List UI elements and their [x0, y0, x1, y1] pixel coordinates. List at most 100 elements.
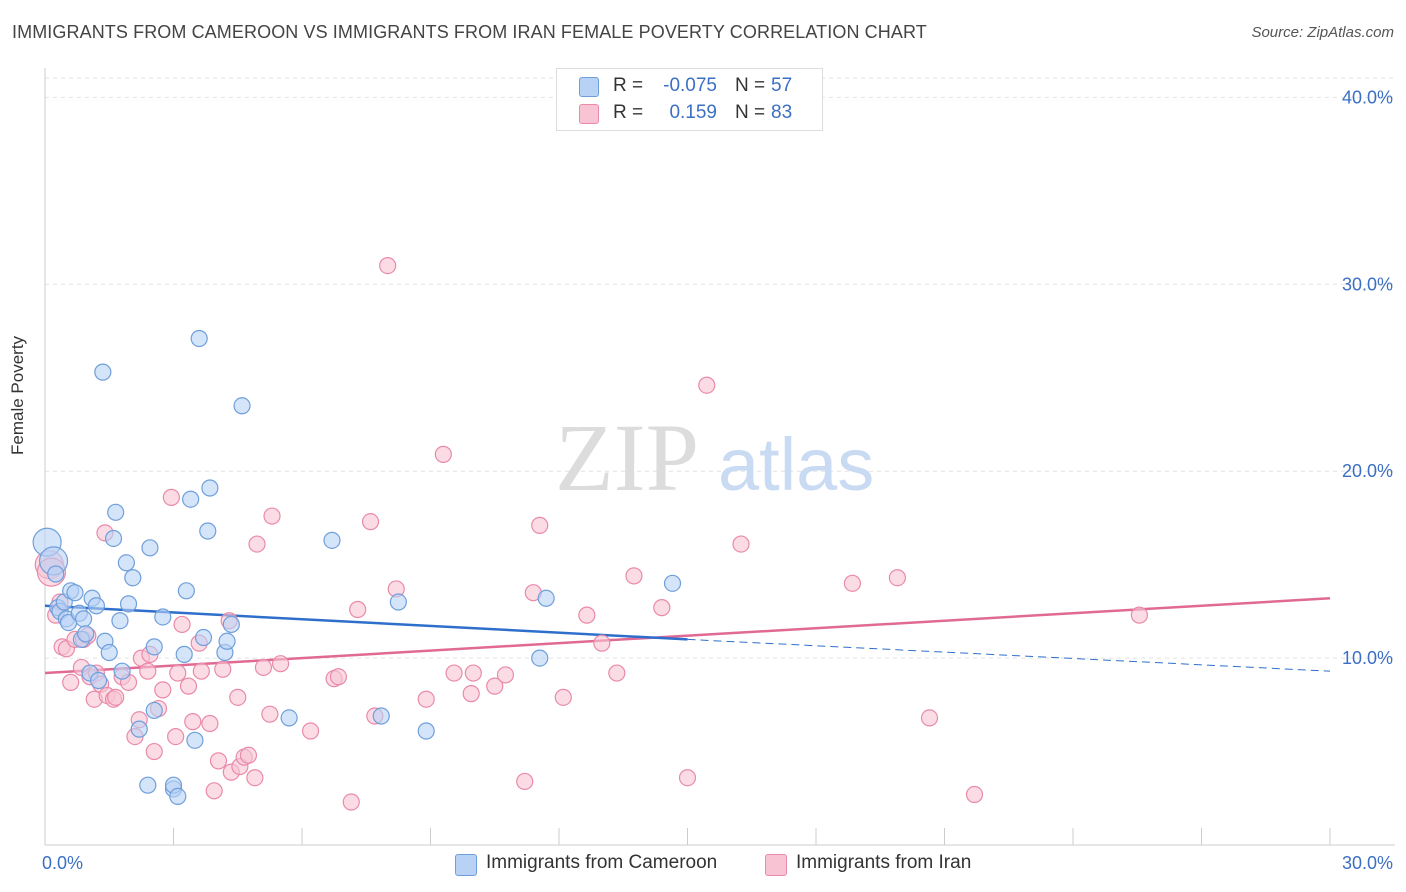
y-tick-label: 40.0%: [1342, 87, 1393, 107]
stats-box: R = -0.075 N = 57 R = 0.159 N = 83: [556, 68, 823, 131]
cameroon-point: [194, 628, 213, 647]
legend-swatch-iran: [765, 854, 787, 876]
y-tick-label: 10.0%: [1342, 648, 1393, 668]
iran-point: [417, 690, 435, 708]
iran-point: [554, 688, 572, 706]
iran-point: [434, 445, 452, 463]
r-label: R =: [613, 102, 644, 123]
iran-point: [486, 677, 504, 695]
iran-point: [625, 567, 643, 585]
cameroon-point: [87, 597, 106, 615]
cameroon-point: [199, 522, 217, 540]
iran-point: [205, 782, 223, 800]
cameroon-point: [169, 787, 187, 806]
cameroon-point: [145, 701, 163, 720]
iran-point: [173, 615, 191, 634]
iran-point: [920, 709, 939, 727]
cameroon-point: [130, 720, 148, 738]
cameroon-point: [177, 582, 195, 600]
cameroon-point: [186, 731, 204, 749]
iran-point: [145, 742, 163, 761]
cameroon-point: [111, 612, 129, 630]
cameroon-point: [531, 649, 549, 667]
iran-point: [698, 376, 716, 394]
iran-point: [516, 772, 534, 791]
cameroon-point: [94, 363, 112, 381]
iran-r-value: 0.159: [669, 102, 717, 123]
cameroon-point: [104, 529, 123, 548]
legend-label-iran: Immigrants from Iran: [796, 852, 972, 873]
iran-point: [107, 688, 125, 706]
iran-point: [139, 662, 157, 680]
cameroon-point: [124, 569, 142, 587]
iran-point: [229, 688, 247, 706]
cameroon-n-value: 57: [771, 75, 793, 96]
cameroon-point: [537, 589, 555, 607]
iran-point: [263, 507, 281, 525]
cameroon-r-value: -0.075: [663, 75, 717, 96]
chart-title: IMMIGRANTS FROM CAMEROON VS IMMIGRANTS F…: [12, 22, 927, 42]
iran-point: [888, 569, 906, 587]
watermark: ZIP atlas: [555, 404, 874, 511]
cameroon-point: [66, 584, 84, 602]
cameroon-point: [107, 503, 125, 521]
cameroon-point: [113, 662, 131, 680]
iran-point: [1130, 606, 1148, 624]
iran-point: [214, 660, 232, 678]
tick-labels: 10.0% 20.0% 30.0% 40.0% 0.0% 30.0%: [42, 87, 1393, 873]
stats-row-cameroon: R = -0.075 N = 57: [557, 73, 822, 99]
cameroon-point: [417, 722, 435, 740]
iran-point: [246, 769, 264, 787]
watermark-atlas: atlas: [718, 423, 874, 506]
cameroon-point: [77, 625, 95, 643]
cameroon-swatch: [579, 77, 599, 97]
iran-n-value: 83: [771, 102, 793, 123]
iran-point: [179, 677, 198, 695]
iran-point: [531, 516, 549, 534]
iran-point: [254, 658, 273, 677]
cameroon-point: [154, 608, 172, 626]
iran-point: [464, 664, 482, 682]
cameroon-trend-extension: [687, 638, 1331, 672]
legend-label-cameroon: Immigrants from Cameroon: [486, 852, 718, 873]
iran-point: [361, 513, 380, 531]
n-label: N =: [735, 102, 766, 123]
iran-point: [462, 685, 480, 703]
cameroon-point: [74, 610, 93, 628]
iran-point: [342, 793, 360, 811]
iran-swatch: [579, 104, 599, 124]
iran-point: [192, 662, 210, 680]
cameroon-point: [117, 554, 135, 572]
cameroon-point: [372, 707, 390, 725]
iran-point: [349, 600, 367, 619]
x-tick-label: 30.0%: [1342, 853, 1393, 873]
axes: [44, 68, 1395, 846]
iran-point: [496, 666, 515, 684]
stats-row-iran: R = 0.159 N = 83: [557, 100, 822, 126]
cameroon-point: [389, 593, 407, 611]
watermark-zip: ZIP: [555, 404, 699, 511]
iran-point: [209, 752, 228, 770]
iran-point: [239, 746, 258, 764]
n-label: N =: [735, 75, 766, 96]
y-tick-label: 20.0%: [1342, 461, 1393, 481]
iran-point: [379, 256, 397, 275]
x-tick-label: 0.0%: [42, 853, 83, 873]
iran-point: [678, 769, 697, 787]
gridlines: [45, 77, 1395, 659]
iran-point: [201, 714, 219, 733]
cameroon-point: [182, 490, 200, 508]
cameroon-point: [218, 632, 236, 650]
iran-point: [154, 681, 172, 699]
iran-point: [965, 785, 984, 804]
cameroon-point: [89, 671, 108, 690]
cameroon-point: [175, 645, 193, 663]
iran-point: [732, 535, 750, 553]
iran-point: [261, 705, 279, 723]
cameroon-point: [201, 479, 219, 497]
cameroon-point: [323, 531, 341, 549]
iran-point: [593, 634, 611, 652]
iran-point: [578, 606, 596, 624]
cameroon-point: [280, 709, 298, 727]
